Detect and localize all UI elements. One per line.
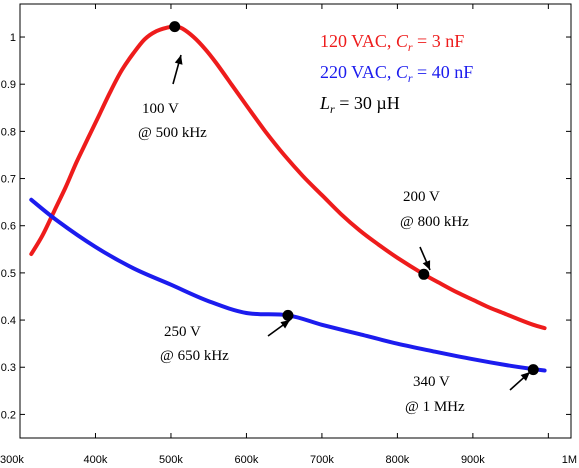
series-120vac-curve [29, 24, 547, 331]
y-tick-label: 0.5 [1, 268, 16, 280]
y-tick-label: 0.3 [1, 362, 16, 374]
annotation-250v-line1: 250 V [164, 324, 201, 340]
x-tick-label: 600k [235, 454, 259, 466]
x-tick-label: 800k [385, 454, 409, 466]
legend-120vac-prefix: 120 VAC, [320, 31, 396, 51]
y-tick-label: 1 [10, 32, 16, 44]
annotation-arrow-head [174, 55, 183, 65]
annotation-100v-line1: 100 V [142, 101, 179, 117]
legend-220vac-value: = 40 nF [413, 62, 474, 82]
annotation-arrow-head [520, 372, 530, 381]
annotation-340v-line2: @ 1 MHz [405, 399, 465, 415]
note-lr-subscript: r [330, 102, 335, 116]
annotation-250v-line2: @ 650 kHz [160, 348, 229, 364]
x-tick-label: 500k [159, 454, 183, 466]
legend-220vac-prefix: 220 VAC, [320, 62, 396, 82]
note-lr-symbol: L [319, 93, 330, 113]
legend-entry-220vac: 220 VAC, Cr = 40 nF [320, 62, 473, 85]
legend-220vac-symbol: C [396, 62, 409, 82]
y-tick-label: 0.2 [1, 409, 16, 421]
x-tick-label: 300k [0, 454, 24, 466]
legend-120vac-subscript: r [408, 40, 413, 54]
legend-entry-120vac: 120 VAC, Cr = 3 nF [320, 31, 464, 54]
arrows-layer [172, 54, 531, 391]
legend-120vac-value: = 3 nF [413, 31, 465, 51]
operating-point-marker [418, 268, 430, 280]
x-tick-label: 1M [562, 454, 577, 466]
x-tick-label: 700k [310, 454, 334, 466]
y-tick-label: 0.9 [1, 79, 16, 91]
annotation-340v-line1: 340 V [413, 374, 450, 390]
y-tick-label: 0.7 [1, 174, 16, 186]
annotation-200v-line2: @ 800 kHz [400, 214, 469, 230]
annotation-arrow-head [280, 320, 290, 329]
annotation-200v-line1: 200 V [403, 189, 440, 205]
operating-point-marker [169, 21, 181, 33]
y-tick-label: 0.8 [1, 126, 16, 138]
note-lr-value: = 30 µH [335, 93, 400, 113]
legend-note-lr: Lr = 30 µH [319, 93, 400, 116]
annotation-arrow-head [422, 260, 431, 270]
operating-point-marker [527, 364, 539, 376]
ticks-layer: 300k 400k 500k 600k 700k 800k 900k 1M 0.2 0.3 0.4 0… [0, 4, 577, 466]
x-tick-label: 400k [84, 454, 108, 466]
markers-layer [169, 21, 539, 376]
legend-220vac-subscript: r [408, 71, 413, 85]
legend-120vac-symbol: C [396, 31, 409, 51]
y-tick-label: 0.4 [1, 315, 16, 327]
operating-point-marker [282, 309, 294, 321]
x-tick-label: 900k [461, 454, 485, 466]
y-tick-label: 0.6 [1, 221, 16, 233]
plot-frame [19, 3, 572, 439]
annotation-100v-line2: @ 500 kHz [138, 125, 207, 141]
